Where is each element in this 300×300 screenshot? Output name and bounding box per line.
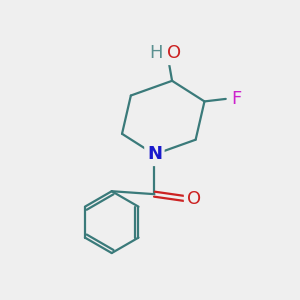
Text: H: H — [150, 44, 163, 62]
Text: O: O — [167, 44, 181, 62]
Text: N: N — [147, 146, 162, 164]
Text: O: O — [187, 190, 201, 208]
Text: F: F — [231, 90, 241, 108]
